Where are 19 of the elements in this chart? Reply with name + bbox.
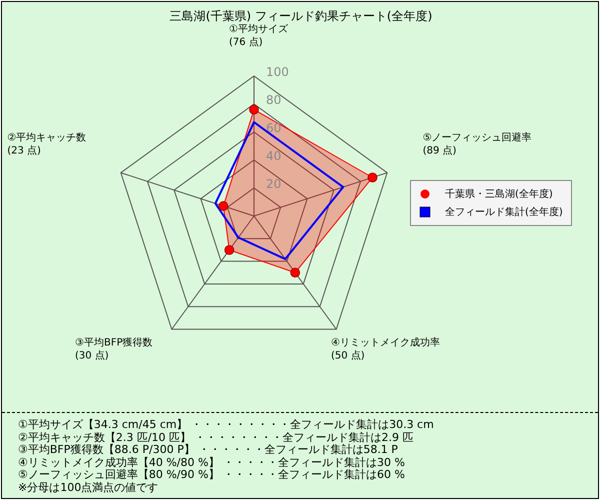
text: ※分母は100点満点の値です (18, 480, 160, 494)
y-tick-label: 100 (266, 65, 289, 79)
text: ③平均BFP獲得数【88.6 P/300 P】 ・・・・・・全フィールド集計は58.1 P (18, 443, 399, 456)
spoke-label: ②平均キャッチ数 (23 点) (7, 131, 86, 156)
text: ⑤ノーフィッシュ回避率【80 %/90 %】 ・・・・・全フィールド集計は60 % (18, 468, 406, 482)
legend-label: 全フィールド集計(全年度) (445, 206, 563, 219)
legend-label: 千葉県・三島湖(全年度) (445, 188, 553, 201)
y-tick-label: 40 (266, 149, 282, 163)
y-tick-label: 20 (266, 177, 282, 191)
spoke-label: ⑤ノーフィッシュ回避率 (89 点) (422, 131, 532, 156)
spoke-label: ④リミットメイク成功率 (50 点) (330, 336, 440, 362)
text: ②平均キャッチ数【2.3 匹/10 匹】 ・・・・・・・・全フィールド集計は2.9 匹 (18, 430, 415, 444)
text: ①平均サイズ【34.3 cm/45 cm】 ・・・・・・・・・全フィールド集計は30.3 cm (18, 418, 434, 432)
spoke-label: ③平均BFP獲得数 (30 点) (75, 336, 153, 362)
text: ④リミットメイク成功率【40 %/80 %】 ・・・・・全フィールド集計は30 % (18, 456, 406, 468)
y-tick-label: 80 (266, 93, 282, 107)
spoke-label: ①平均サイズ (76 点) (229, 23, 289, 48)
chart-title: 三島湖(千葉県) フィールド釣果チャート(全年度) (168, 8, 434, 24)
y-tick-label: 60 (266, 121, 282, 135)
